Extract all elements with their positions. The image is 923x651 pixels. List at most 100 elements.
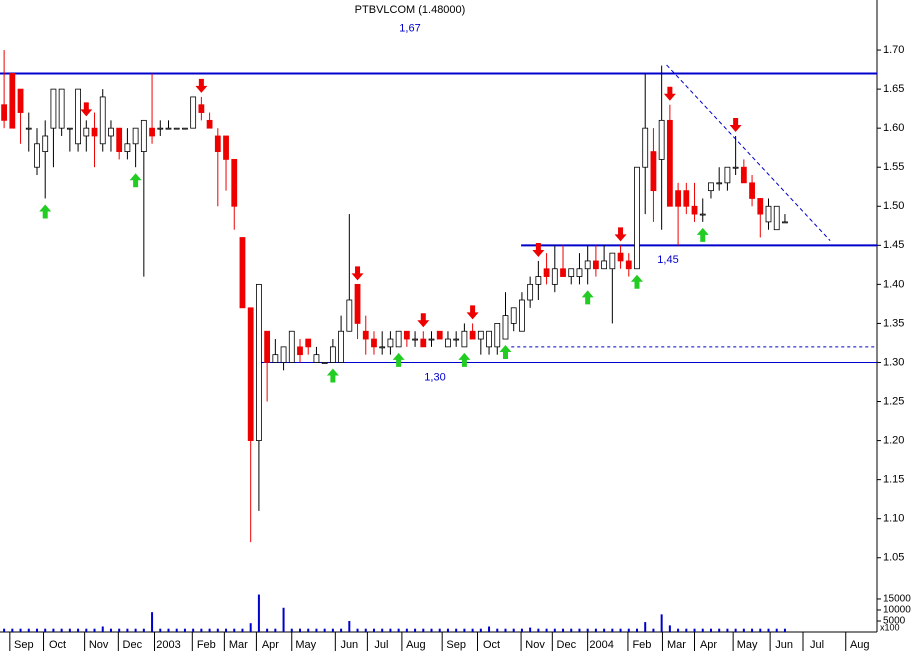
volume-bar bbox=[372, 628, 375, 632]
candle-body bbox=[395, 330, 402, 348]
volume-bar bbox=[405, 628, 408, 632]
volume-bar bbox=[274, 628, 277, 632]
volume-bar bbox=[619, 628, 622, 632]
volume-bar bbox=[553, 628, 556, 632]
candle-body bbox=[198, 104, 205, 113]
candle-body bbox=[724, 166, 731, 184]
candle-body bbox=[58, 88, 65, 129]
volume-bar bbox=[430, 628, 433, 632]
x-tick-label: Sep bbox=[14, 639, 34, 651]
candle-body bbox=[675, 190, 681, 207]
candle-body bbox=[42, 135, 49, 152]
level-label: 1,30 bbox=[424, 371, 445, 383]
candle-body bbox=[732, 166, 739, 169]
candle-body bbox=[9, 73, 16, 129]
candle-body bbox=[91, 127, 98, 137]
volume-bar bbox=[307, 628, 310, 632]
y-tick-label: 1.20 bbox=[883, 434, 904, 446]
candle-body bbox=[494, 323, 501, 348]
candle-body bbox=[108, 127, 114, 137]
volume-bar bbox=[77, 628, 80, 632]
y-tick-label: 1.50 bbox=[883, 200, 904, 212]
candle-body bbox=[527, 283, 534, 301]
volume-bar bbox=[578, 628, 581, 632]
candle-body bbox=[239, 237, 246, 309]
volume-bar bbox=[68, 628, 71, 632]
volume-bar bbox=[685, 628, 688, 632]
candle-body bbox=[256, 283, 262, 441]
x-tick-label: Jun bbox=[340, 639, 358, 651]
volume-bar bbox=[389, 628, 392, 632]
candle-body bbox=[173, 127, 180, 130]
x-tick-label: Mar bbox=[229, 639, 248, 651]
candle-body bbox=[453, 338, 460, 341]
y-tick-label: 1.45 bbox=[883, 239, 904, 251]
level-label: 1,67 bbox=[399, 22, 420, 34]
volume-bar bbox=[44, 628, 47, 632]
candle-body bbox=[83, 127, 90, 137]
candle-body bbox=[297, 346, 303, 356]
candle-body bbox=[75, 88, 81, 145]
volume-bar bbox=[249, 623, 252, 632]
volume-bar bbox=[635, 628, 638, 632]
candle-body bbox=[223, 135, 229, 160]
volume-bar bbox=[677, 628, 680, 632]
candle-body bbox=[17, 88, 24, 113]
candle-body bbox=[247, 307, 254, 441]
candle-body bbox=[403, 330, 410, 340]
x-tick-label: Aug bbox=[850, 639, 870, 651]
candle-body bbox=[231, 159, 238, 207]
candle-body bbox=[420, 338, 427, 348]
volume-bar bbox=[299, 628, 302, 632]
x-tick-label: May bbox=[737, 639, 758, 651]
candle-body bbox=[576, 268, 583, 277]
volume-bar bbox=[348, 620, 351, 632]
y-tick-label: 1.05 bbox=[883, 552, 904, 564]
volume-bar bbox=[742, 628, 745, 632]
volume-bar bbox=[463, 628, 466, 632]
y-tick-label: 1.15 bbox=[883, 474, 904, 486]
volume-bar bbox=[529, 627, 532, 632]
volume-bar bbox=[3, 628, 6, 632]
volume-bar bbox=[759, 628, 762, 632]
x-tick-label: Nov bbox=[525, 639, 545, 651]
volume-bar bbox=[611, 628, 614, 632]
buy-arrow bbox=[696, 227, 709, 242]
volume-bar bbox=[192, 628, 195, 632]
candle-body bbox=[321, 362, 328, 364]
y-tick-label: 1.55 bbox=[883, 161, 904, 173]
candle-body bbox=[560, 268, 566, 277]
candle-body bbox=[765, 205, 772, 223]
volume-bar bbox=[751, 628, 754, 632]
volume-bar bbox=[225, 628, 228, 632]
volume-bar bbox=[693, 628, 696, 632]
volume-bar bbox=[356, 628, 359, 632]
volume-bar bbox=[726, 628, 729, 632]
level-label: 1,45 bbox=[657, 254, 678, 266]
volume-bar bbox=[233, 628, 236, 632]
volume-bar bbox=[11, 628, 14, 632]
volume-bar bbox=[479, 628, 482, 632]
volume-bar bbox=[331, 628, 334, 632]
volume-bar bbox=[19, 628, 22, 632]
buy-arrow bbox=[581, 290, 594, 305]
candle-body bbox=[601, 260, 608, 270]
volume-bar bbox=[545, 628, 548, 632]
candle-body bbox=[502, 315, 509, 340]
candle-body bbox=[469, 330, 476, 340]
buy-arrow bbox=[392, 352, 405, 367]
volume-bar bbox=[414, 628, 417, 632]
candle-body bbox=[165, 127, 172, 130]
volume-bar bbox=[134, 628, 137, 632]
volume-bar bbox=[159, 628, 162, 632]
x-tick-label: Oct bbox=[483, 639, 500, 651]
sell-arrow bbox=[532, 242, 545, 257]
volume-bar bbox=[290, 628, 293, 632]
volume-bar bbox=[216, 628, 219, 632]
candle-body bbox=[609, 252, 616, 270]
volume-bar bbox=[783, 628, 786, 632]
buy-arrow bbox=[129, 173, 142, 188]
volume-bar bbox=[520, 628, 523, 632]
volume-bar bbox=[323, 628, 326, 632]
